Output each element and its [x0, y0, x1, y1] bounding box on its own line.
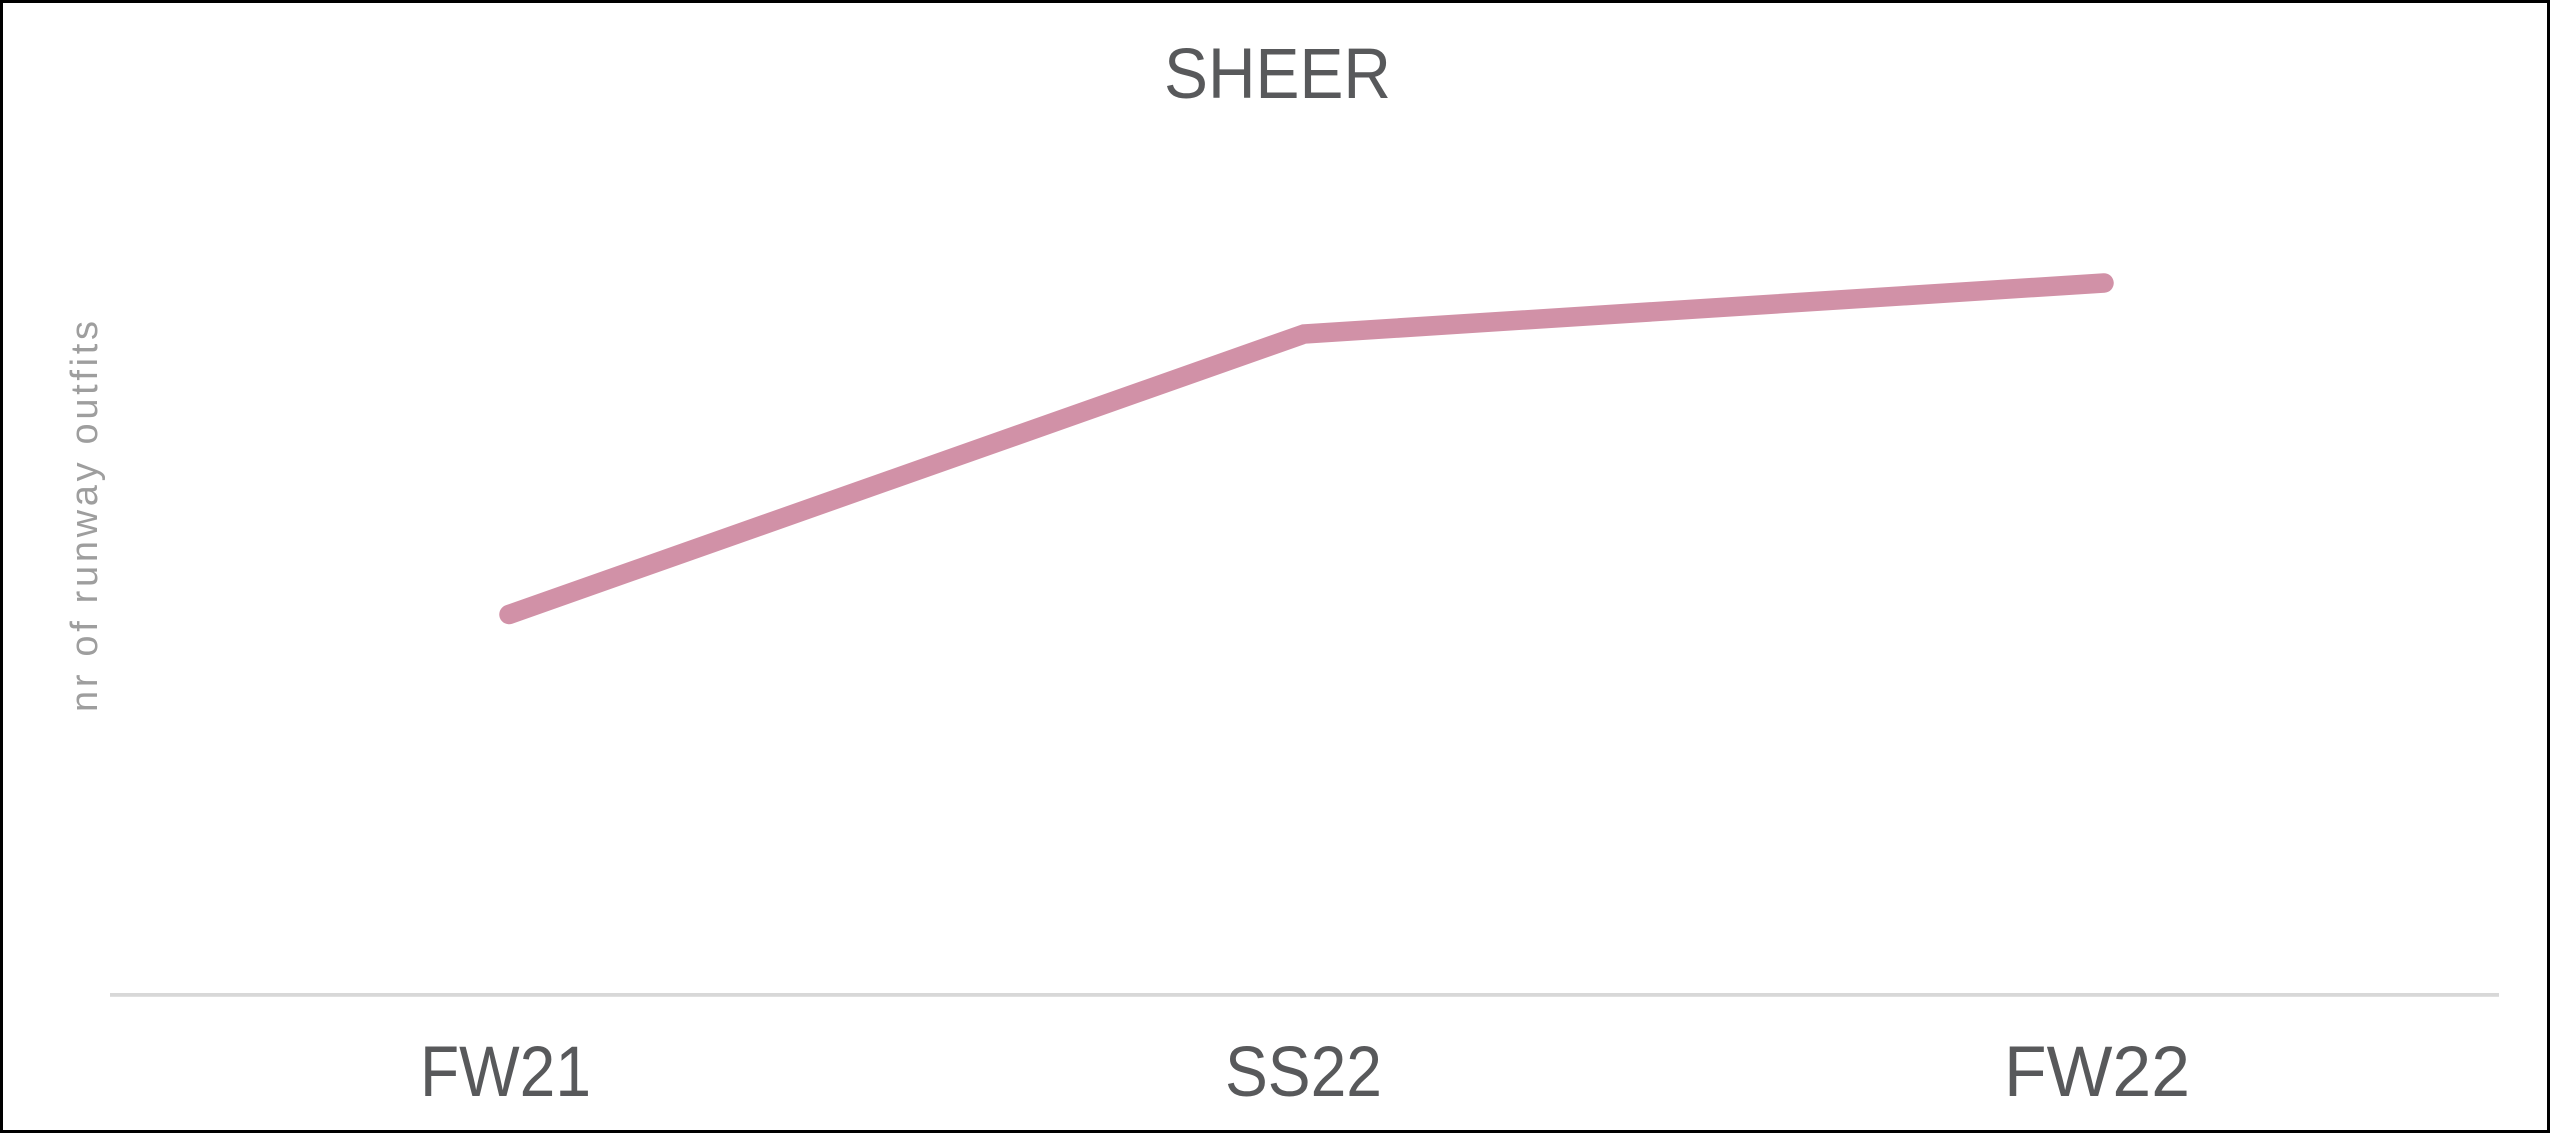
- svg-text:FW21: FW21: [420, 1033, 591, 1112]
- svg-text:SS22: SS22: [1225, 1033, 1382, 1112]
- svg-text:SHEER: SHEER: [1164, 35, 1391, 114]
- svg-text:FW22: FW22: [2004, 1033, 2190, 1112]
- svg-text:nr of runway outfits: nr of runway outfits: [64, 321, 106, 712]
